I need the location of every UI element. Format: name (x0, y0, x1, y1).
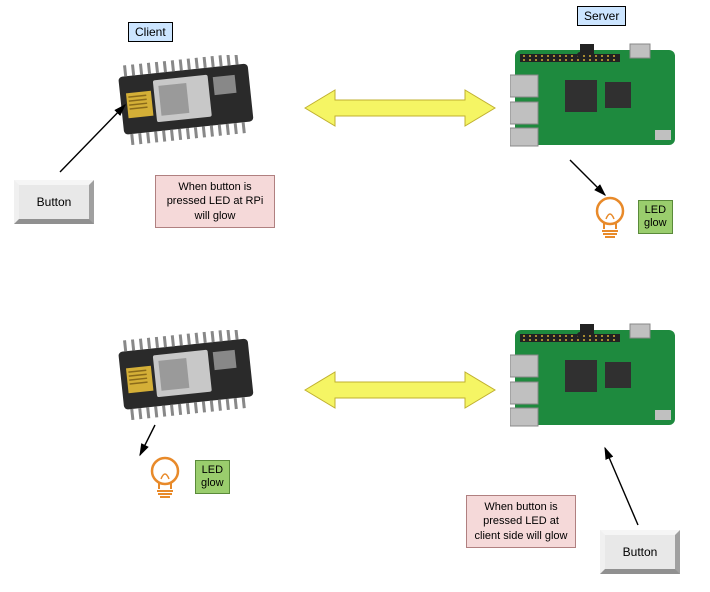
thin-arrows (0, 0, 710, 592)
